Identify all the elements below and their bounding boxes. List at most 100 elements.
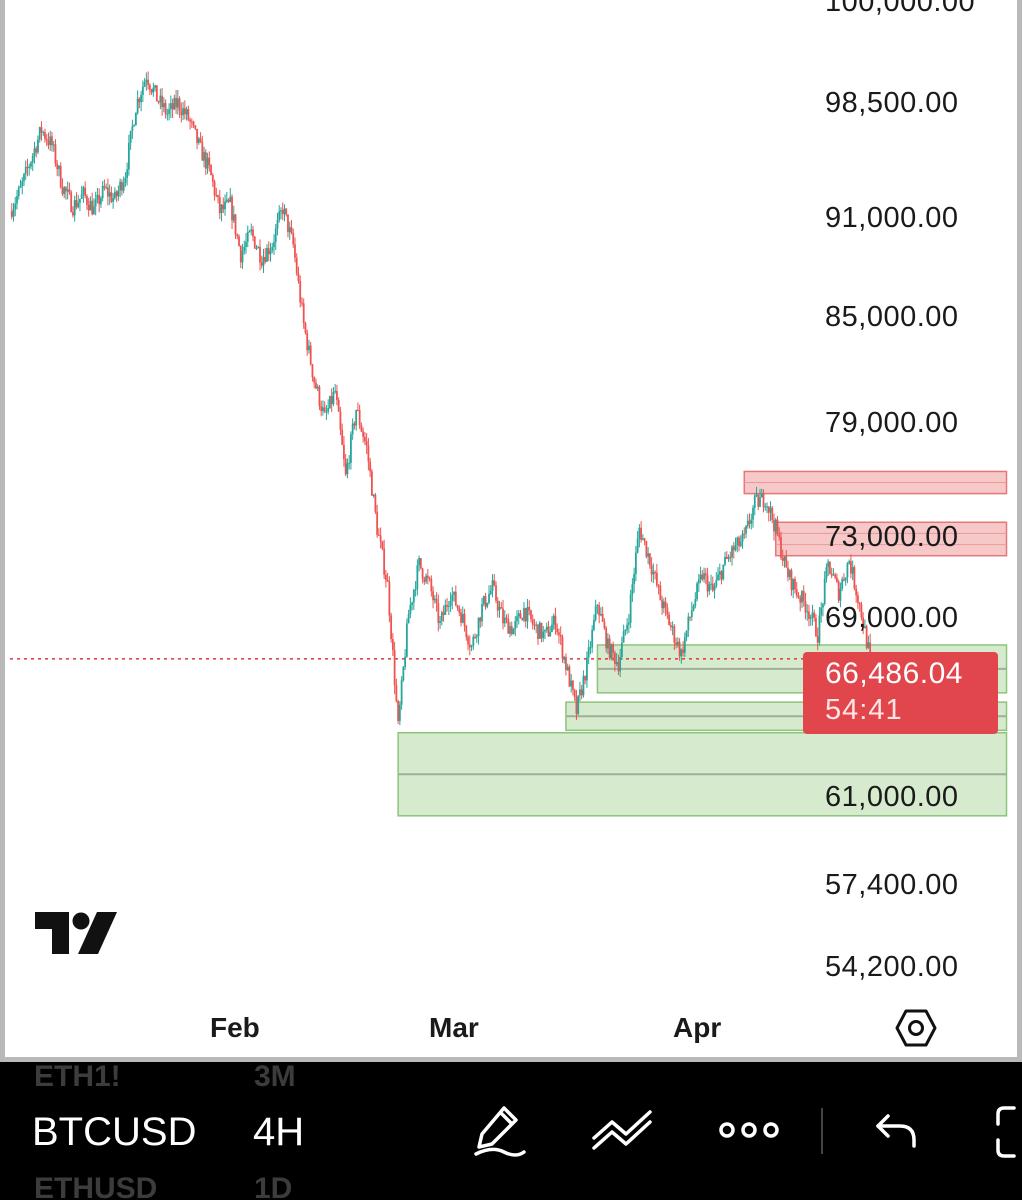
candle-body: [287, 214, 289, 233]
candle-body: [398, 704, 401, 721]
candle-body: [143, 81, 146, 87]
candle-body: [598, 605, 601, 616]
candle: [49, 130, 52, 151]
hexagon-settings-icon[interactable]: [895, 1008, 937, 1048]
symbol-option-below[interactable]: ETHUSD: [34, 1172, 158, 1200]
symbol-option-above[interactable]: ETH1!: [34, 1062, 121, 1093]
candle-body: [678, 641, 681, 657]
candle: [605, 626, 608, 653]
candle-body: [329, 396, 331, 409]
candle: [148, 83, 151, 95]
candle: [725, 551, 728, 560]
candle: [178, 96, 181, 118]
candle-body: [643, 538, 646, 542]
candle: [544, 629, 546, 639]
candle: [801, 590, 803, 609]
candle-body: [175, 97, 177, 108]
candle: [865, 624, 868, 650]
candle-body: [843, 579, 845, 581]
candle: [58, 164, 60, 177]
candle-body: [61, 187, 64, 195]
candle: [257, 245, 260, 249]
interval-option-below[interactable]: 1D: [254, 1172, 293, 1200]
candle: [837, 579, 840, 603]
price-axis-label: 61,000.00: [825, 781, 959, 813]
candle: [127, 134, 130, 176]
candle: [601, 606, 604, 622]
candle-body: [594, 606, 597, 620]
candle-body: [545, 626, 548, 630]
candle-body: [787, 567, 789, 578]
candle: [327, 399, 330, 415]
symbol-selector[interactable]: BTCUSD: [32, 1110, 197, 1154]
candle-body: [617, 661, 620, 672]
candle-body: [565, 657, 567, 670]
candle: [292, 228, 295, 248]
candle-body: [794, 579, 796, 590]
candle: [276, 212, 279, 236]
candle-body: [222, 204, 225, 210]
line-tool-icon[interactable]: [590, 1104, 656, 1154]
candle-body: [292, 232, 295, 245]
candle: [363, 432, 366, 445]
fullscreen-icon[interactable]: [992, 1104, 1022, 1160]
pen-icon[interactable]: [470, 1100, 530, 1160]
candle-body: [605, 628, 608, 649]
candle-body: [363, 436, 366, 442]
candle-body: [77, 202, 80, 208]
candle-body: [650, 565, 653, 575]
candle-body: [229, 196, 232, 202]
candle-body: [227, 199, 230, 202]
candle-body: [620, 642, 623, 658]
candle-body: [710, 583, 712, 585]
candle-body: [855, 588, 858, 596]
candle: [166, 108, 169, 121]
candle-body: [274, 228, 277, 243]
candle-body: [86, 196, 88, 205]
candle: [519, 610, 522, 619]
candle: [745, 524, 747, 539]
candle: [28, 163, 31, 176]
candle: [864, 619, 866, 629]
candle: [759, 488, 761, 508]
candle-body: [713, 586, 716, 591]
candle-body: [185, 109, 188, 115]
candle-body: [615, 661, 618, 664]
candle-body: [488, 594, 490, 603]
candle: [486, 602, 489, 609]
candle-body: [257, 246, 260, 249]
candle-body: [91, 200, 94, 215]
candle-body: [138, 98, 141, 103]
candle: [30, 161, 32, 170]
interval-option-above[interactable]: 3M: [254, 1062, 296, 1093]
candle-body: [423, 578, 426, 582]
tradingview-logo[interactable]: [35, 912, 117, 954]
more-icon[interactable]: [716, 1117, 782, 1143]
candle: [348, 455, 351, 470]
candle-body: [70, 192, 73, 212]
candle: [161, 87, 163, 116]
interval-selector[interactable]: 4H: [253, 1110, 305, 1154]
candle-body: [664, 601, 667, 608]
candle: [764, 503, 767, 511]
candle-body: [31, 155, 34, 163]
candle: [823, 571, 826, 606]
candle: [474, 633, 476, 640]
candle-body: [239, 246, 242, 263]
candle: [264, 248, 267, 264]
candle: [56, 160, 59, 177]
candle: [217, 194, 219, 204]
candle: [570, 674, 573, 693]
candle: [773, 513, 775, 541]
candle-body: [152, 87, 155, 93]
undo-icon[interactable]: [872, 1110, 920, 1150]
candle: [253, 236, 256, 250]
candle: [648, 552, 651, 569]
candle-body: [93, 206, 95, 215]
candle: [542, 625, 545, 642]
candle-body: [339, 411, 342, 430]
candle-body: [867, 642, 870, 648]
candle-body: [372, 494, 375, 496]
candle-body: [315, 382, 317, 389]
candle-body: [124, 178, 127, 184]
